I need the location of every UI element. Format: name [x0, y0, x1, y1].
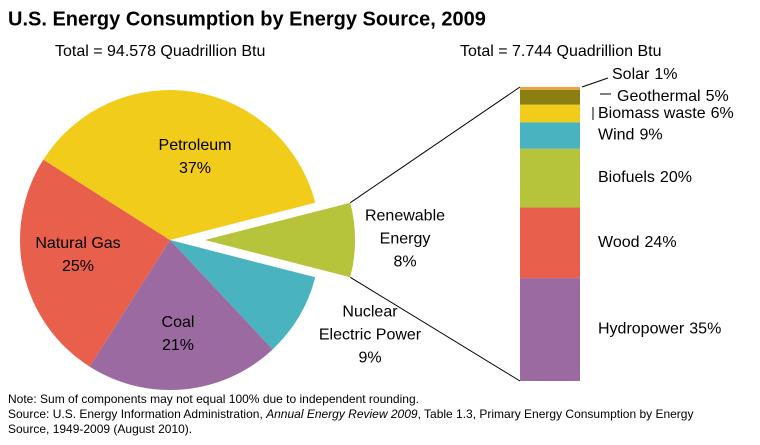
leader	[581, 77, 609, 88]
segment-value: 5%	[706, 88, 729, 105]
bar-subtitle: Total = 7.744 Quadrillion Btu	[460, 43, 661, 60]
slice-name: Petroleum	[158, 137, 232, 154]
segment-name: Geothermal	[617, 88, 701, 105]
slice-label: Petroleum 37%	[159, 134, 232, 180]
bar-segment	[520, 278, 580, 381]
segment-label: Wood 24%	[598, 234, 677, 251]
slice-value: 9%	[358, 349, 382, 367]
source-title: Annual Energy Review 2009	[266, 407, 418, 421]
segment-value: 35%	[689, 321, 721, 338]
slice-name: Coal	[161, 314, 195, 331]
slice-label: Coal 21%	[162, 311, 195, 357]
bar-segment	[520, 207, 580, 279]
segment-name: Solar	[612, 66, 650, 83]
pie-slice	[20, 159, 170, 367]
bar-segment	[520, 148, 580, 208]
bar-segment	[520, 122, 580, 149]
segment-value: 9%	[639, 127, 662, 144]
pie-slice	[170, 240, 316, 350]
connector	[350, 276, 521, 382]
bar-segment	[520, 89, 580, 105]
segment-label: Geothermal 5%	[617, 88, 729, 105]
slice-value: 21%	[161, 337, 195, 354]
connector	[350, 86, 521, 204]
slice-label: Renewable Energy 8%	[365, 205, 445, 274]
pie-subtitle: Total = 94.578 Quadrillion Btu	[55, 43, 265, 60]
segment-name: Wood	[598, 234, 640, 251]
notes: Note: Sum of components may not equal 10…	[8, 392, 738, 437]
segment-label: Biofuels 20%	[598, 169, 692, 186]
bar-segment	[520, 104, 580, 123]
segment-name: Biomass waste	[598, 105, 706, 122]
segment-name: Hydropower	[598, 321, 685, 338]
pie-slice	[89, 240, 273, 390]
segment-name: Wind	[598, 127, 634, 144]
slice-value: 8%	[393, 253, 417, 271]
segment-value: 20%	[660, 169, 692, 186]
pie-slice	[43, 90, 316, 240]
segment-label: Wind 9%	[598, 127, 663, 144]
note: Note: Sum of components may not equal 10…	[8, 392, 419, 406]
segment-label: Biomass waste 6%	[598, 105, 734, 122]
segment-value: 24%	[645, 234, 677, 251]
pie-slice	[205, 202, 356, 278]
segment-label: Solar 1%	[612, 66, 677, 83]
slice-value: 37%	[178, 160, 212, 177]
slice-label: Nuclear Electric Power 9%	[319, 301, 421, 370]
source-text: , Table 1.3, Primary Energy Consumption …	[8, 407, 694, 436]
segment-value: 1%	[654, 66, 677, 83]
slice-name: Renewable Energy	[364, 207, 446, 248]
slice-value: 25%	[61, 258, 95, 275]
segment-name: Biofuels	[598, 169, 655, 186]
slice-name: Natural Gas	[35, 235, 121, 252]
bar-segment	[520, 87, 580, 90]
slice-label: Natural Gas 25%	[35, 232, 120, 278]
slice-name: Nuclear Electric Power	[318, 303, 422, 344]
chart-title: U.S. Energy Consumption by Energy Source…	[8, 8, 486, 30]
segment-value: 6%	[711, 105, 734, 122]
source: Source: U.S. Energy Information Administ…	[8, 407, 738, 437]
segment-label: Hydropower 35%	[598, 321, 721, 338]
source-text: Source: U.S. Energy Information Administ…	[8, 407, 267, 421]
